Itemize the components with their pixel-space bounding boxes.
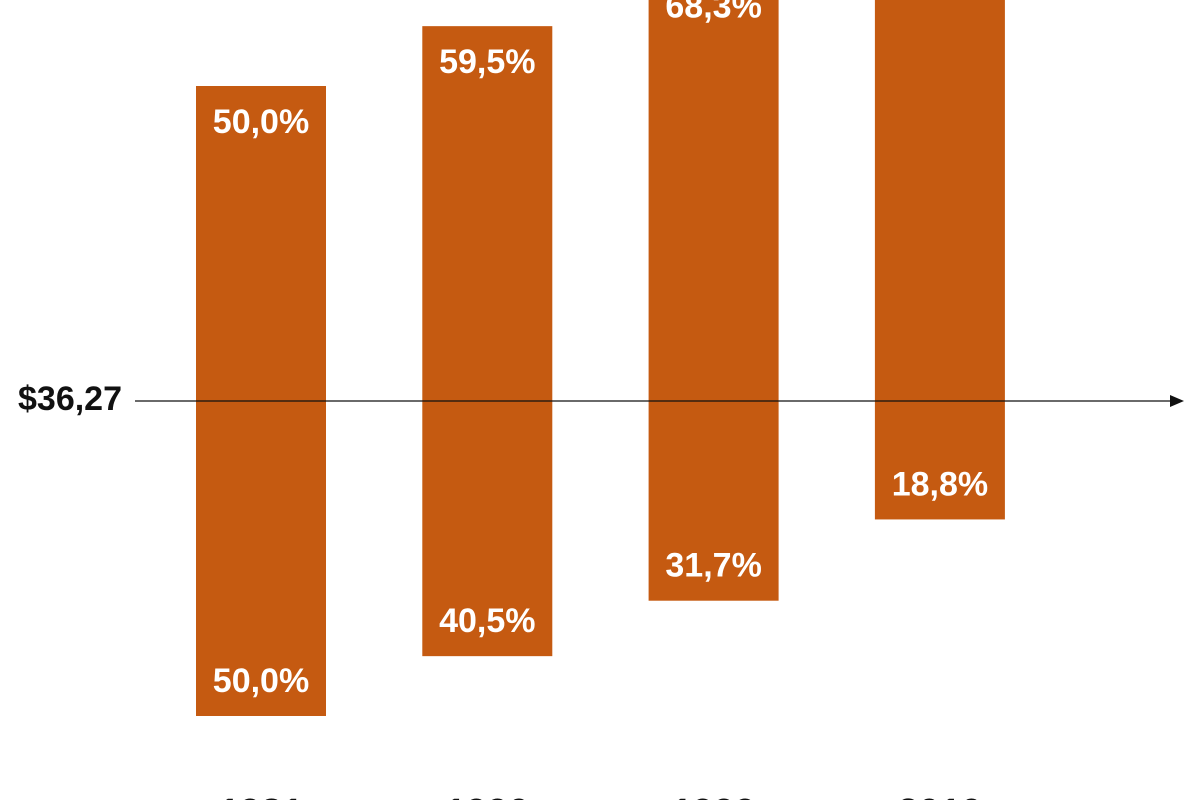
bar-lower (874, 401, 1005, 520)
x-tick-label: 1990 (445, 792, 530, 800)
x-tick-label: 2010 (898, 792, 983, 800)
baseline-label: $36,27 (18, 380, 122, 418)
value-label: 31,7% (665, 547, 761, 585)
value-label: 40,5% (439, 602, 535, 640)
x-tick-label: 1999 (671, 792, 756, 800)
bar-lower (422, 401, 553, 657)
bar-upper (422, 26, 553, 402)
bar-upper (874, 0, 1005, 401)
bar-upper (648, 0, 779, 402)
axis-arrow (1170, 395, 1184, 407)
bar-lower (648, 401, 779, 601)
value-label: 59,5% (439, 43, 535, 81)
bar-lower (196, 401, 326, 716)
x-tick-label: 1981 (219, 792, 304, 800)
bar-upper (196, 86, 326, 401)
value-label: 18,8% (892, 465, 988, 503)
value-label: 50,0% (213, 662, 309, 700)
value-label: 50,0% (213, 103, 309, 141)
value-label: 68,3% (665, 0, 761, 26)
